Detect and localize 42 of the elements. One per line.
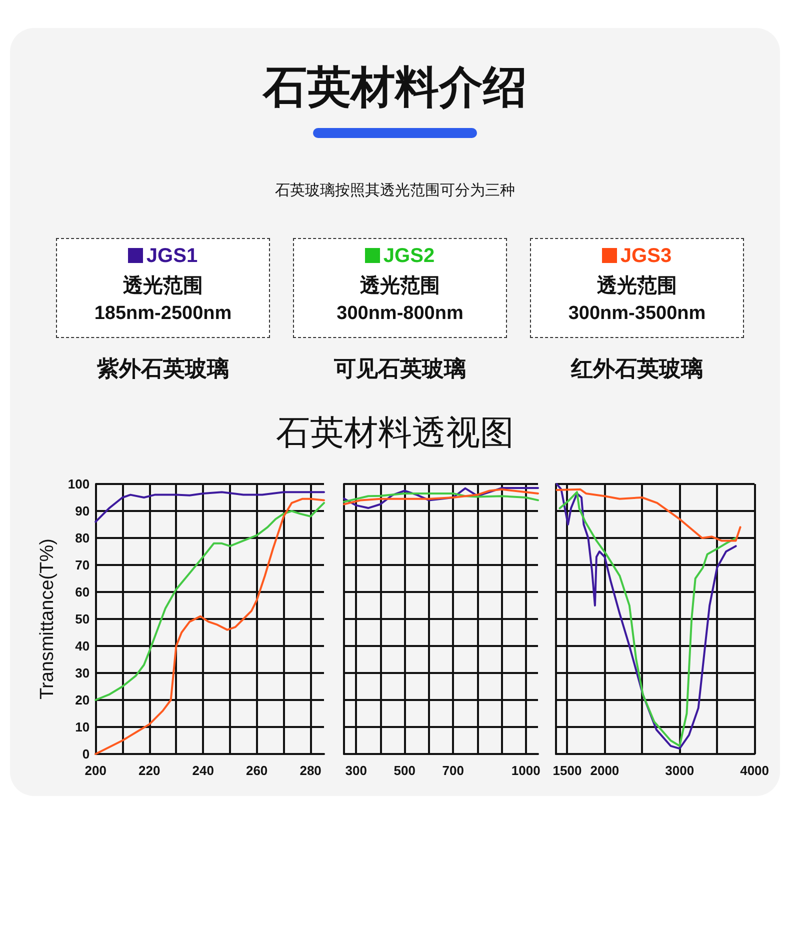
text: 300nm-3500nm [567,303,707,325]
y-tick-label: 80 [75,530,90,546]
y-axis-title: Transmittance(T%) [37,538,58,700]
text: 石英材料透视图 [275,413,515,454]
x-tick-label: 280 [300,763,322,778]
text: 透光范围 [596,274,678,299]
y-tick-label: 20 [75,692,90,708]
y-tick-label: 10 [75,720,90,734]
text: 红外石英玻璃 [570,355,704,383]
text: 可见石英玻璃 [333,355,467,383]
y-tick-label: 70 [75,558,90,572]
line-series [94,491,325,523]
x-tick-label: 3000 [665,763,694,778]
y-tick-label: 30 [75,666,90,680]
y-tick-label: 100 [68,476,90,492]
text: JGS3 [620,245,672,267]
text: 石英材料介绍 [261,62,528,114]
x-tick-label: 2000 [590,763,620,778]
y-tick-label: 50 [75,612,90,626]
x-tick-label: 1000 [511,763,540,778]
x-tick-label: 500 [394,763,416,778]
x-tick-label: 4000 [740,763,769,778]
text: 石英玻璃按照其透光范围可分为三种 [274,181,516,200]
y-tick-label: 0 [82,746,90,762]
x-tick-label: 240 [192,763,214,778]
x-tick-label: 260 [246,763,268,778]
text: 透光范围 [122,274,204,299]
x-tick-label: 220 [138,763,160,778]
text: 透光范围 [359,274,441,299]
x-tick-label: 200 [84,763,106,778]
text: JGS2 [383,245,435,267]
text: JGS1 [146,245,198,267]
text: 紫外石英玻璃 [96,355,230,383]
line-series [94,502,325,701]
x-tick-label: 300 [345,763,367,778]
y-tick-label: 60 [75,584,90,600]
text: 185nm-2500nm [93,303,233,325]
text: 300nm-800nm [336,303,464,325]
x-tick-label: 700 [442,763,464,778]
x-tick-label: 1500 [552,763,582,778]
y-tick-label: 40 [75,638,90,654]
y-tick-label: 90 [75,504,90,518]
